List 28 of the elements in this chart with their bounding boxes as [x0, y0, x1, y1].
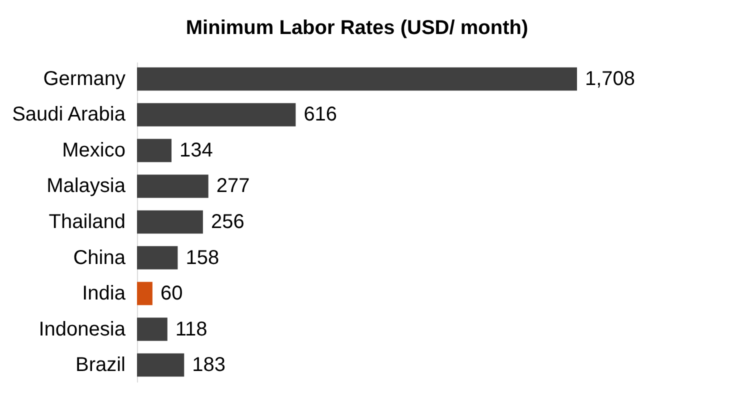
y-tick-label: Thailand — [48, 211, 126, 233]
data-label: 277 — [216, 175, 250, 198]
data-label: 183 — [192, 354, 226, 376]
bar — [137, 67, 577, 91]
bar — [137, 174, 208, 198]
bar — [137, 318, 168, 341]
data-label: 256 — [210, 211, 244, 233]
y-tick-label: Malaysia — [46, 175, 126, 198]
bar — [137, 282, 152, 306]
bar — [137, 353, 184, 377]
y-tick-label: China — [73, 246, 126, 269]
y-tick-label: India — [82, 282, 126, 305]
data-label: 134 — [180, 139, 213, 162]
y-tick-label: Germany — [43, 68, 126, 90]
bar — [137, 103, 296, 126]
data-label: 118 — [175, 318, 208, 340]
bar — [137, 210, 203, 234]
data-label: 158 — [186, 246, 220, 269]
data-label: 616 — [304, 104, 338, 126]
data-label: 1,708 — [585, 68, 636, 90]
y-tick-label: Saudi Arabia — [12, 104, 126, 126]
bar — [137, 138, 172, 162]
y-tick-label: Brazil — [75, 354, 126, 376]
y-tick-label: Indonesia — [38, 318, 126, 340]
chart-title: Minimum Labor Rates (USD/ month) — [186, 17, 528, 39]
y-tick-label: Mexico — [62, 139, 126, 162]
bar — [137, 246, 178, 270]
data-label: 60 — [160, 282, 183, 305]
